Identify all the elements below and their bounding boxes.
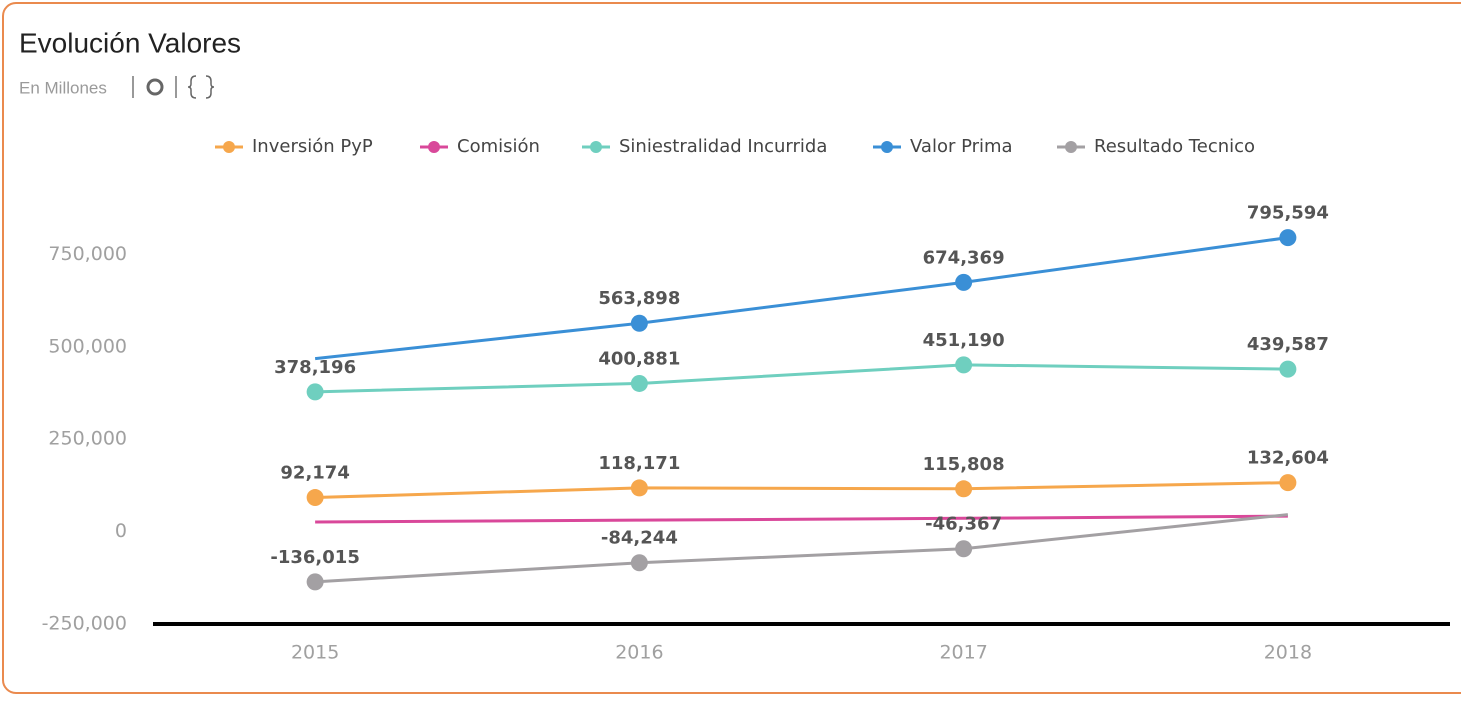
series-line bbox=[315, 513, 1289, 584]
legend-marker bbox=[223, 141, 235, 153]
series-line bbox=[315, 363, 1288, 394]
data-label: -84,244 bbox=[601, 528, 678, 549]
data-point bbox=[630, 314, 648, 332]
legend-marker bbox=[1065, 141, 1077, 153]
data-point bbox=[955, 540, 973, 558]
legend-marker bbox=[428, 141, 440, 153]
data-point bbox=[955, 356, 973, 374]
chart-title: Evolución Valores bbox=[19, 27, 241, 58]
data-point bbox=[1279, 360, 1297, 378]
y-tick-label: -250,000 bbox=[42, 613, 127, 635]
data-point bbox=[630, 554, 648, 572]
y-tick-label: 500,000 bbox=[48, 335, 127, 357]
series-line bbox=[314, 236, 1289, 361]
legend-marker bbox=[590, 141, 602, 153]
data-label: 378,196 bbox=[274, 357, 356, 378]
legend-label: Siniestralidad Incurrida bbox=[619, 136, 827, 157]
data-label: 451,190 bbox=[923, 330, 1005, 351]
data-label: 563,898 bbox=[598, 288, 680, 309]
data-label: 674,369 bbox=[923, 247, 1005, 268]
legend-label: Inversión PyP bbox=[252, 136, 373, 157]
data-point bbox=[955, 480, 973, 498]
code-icon[interactable] bbox=[187, 75, 215, 99]
x-tick-label: 2016 bbox=[615, 642, 663, 664]
data-label: 400,881 bbox=[598, 348, 680, 369]
data-point bbox=[1279, 229, 1297, 247]
data-point bbox=[306, 489, 324, 507]
x-tick-label: 2015 bbox=[291, 642, 339, 664]
data-point bbox=[955, 273, 973, 291]
x-tick-label: 2018 bbox=[1264, 642, 1312, 664]
data-label: -136,015 bbox=[270, 547, 359, 568]
data-label: 132,604 bbox=[1247, 448, 1329, 469]
data-label: -46,367 bbox=[925, 514, 1002, 535]
series-line bbox=[315, 514, 1288, 524]
y-tick-label: 250,000 bbox=[48, 428, 127, 450]
data-point bbox=[1279, 474, 1297, 492]
series-line bbox=[315, 481, 1288, 500]
data-label: 439,587 bbox=[1247, 334, 1329, 355]
y-tick-label: 750,000 bbox=[48, 243, 127, 265]
data-point bbox=[306, 573, 324, 591]
data-label: 118,171 bbox=[598, 453, 680, 474]
subtitle: En Millones bbox=[19, 78, 107, 97]
x-tick-label: 2017 bbox=[939, 642, 987, 664]
data-point bbox=[630, 479, 648, 497]
settings-icon[interactable] bbox=[146, 78, 164, 96]
y-tick-label: 0 bbox=[115, 520, 127, 542]
legend-label: Comisión bbox=[457, 136, 540, 157]
data-label: 115,808 bbox=[923, 454, 1005, 475]
data-label: 795,594 bbox=[1247, 203, 1329, 224]
data-point bbox=[306, 383, 324, 401]
data-label: 92,174 bbox=[280, 463, 349, 484]
legend-marker bbox=[881, 141, 893, 153]
legend-label: Valor Prima bbox=[910, 136, 1013, 157]
data-point bbox=[630, 374, 648, 392]
legend-label: Resultado Tecnico bbox=[1094, 136, 1255, 157]
